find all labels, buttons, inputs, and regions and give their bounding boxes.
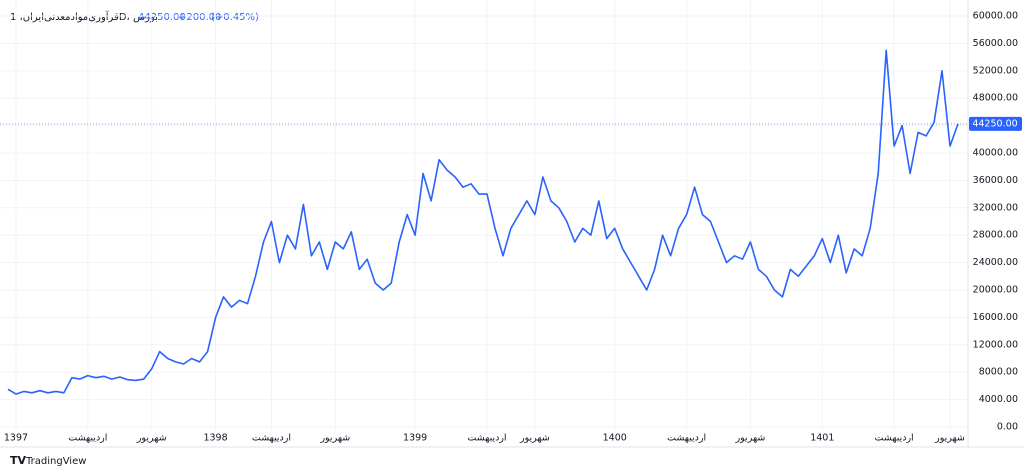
y-tick-label: 40000.00: [973, 148, 1018, 159]
x-tick-label: اردیبهشت: [252, 433, 291, 444]
x-tick-label: شهریور: [519, 433, 550, 444]
x-tick-label: اردیبهشت: [467, 433, 506, 444]
last-price-label: 44250.00: [972, 118, 1017, 129]
y-tick-label: 8000.00: [979, 367, 1018, 378]
price-line: [7, 49, 959, 395]
price: 44250.00: [138, 12, 186, 23]
x-tick-label: شهریور: [136, 433, 167, 444]
y-tick-label: 0.00: [997, 422, 1018, 433]
y-tick-label: 52000.00: [973, 65, 1018, 76]
y-tick-label: 36000.00: [973, 175, 1018, 186]
x-tick-label: شهریور: [735, 433, 766, 444]
x-tick-label: اردیبهشت: [875, 433, 914, 444]
y-tick-label: 28000.00: [973, 230, 1018, 241]
y-tick-label: 24000.00: [973, 257, 1018, 268]
y-tick-label: 32000.00: [973, 202, 1018, 213]
x-tick-label: 1399: [403, 433, 427, 444]
x-tick-label: شهریور: [319, 433, 350, 444]
y-tick-label: 16000.00: [973, 312, 1018, 323]
x-tick-label: اردیبهشت: [68, 433, 107, 444]
x-tick-label: 1401: [810, 433, 834, 444]
y-tick-label: 60000.00: [973, 11, 1018, 22]
last-price-box: [969, 116, 1022, 131]
x-tick-label: 1398: [203, 433, 227, 444]
x-tick-label: اردیبهشت: [667, 433, 706, 444]
brand-logo: TV: [10, 454, 27, 467]
x-tick-label: شهریور: [934, 433, 965, 444]
x-tick-label: 1397: [4, 433, 28, 444]
y-tick-label: 12000.00: [973, 339, 1018, 350]
y-tick-label: 48000.00: [973, 93, 1018, 104]
y-tick-label: 20000.00: [973, 285, 1018, 296]
brand: TradingView: [25, 456, 86, 467]
x-tick-label: 1400: [603, 433, 627, 444]
y-tick-label: 4000.00: [979, 394, 1018, 405]
change: +200.00: [178, 12, 221, 23]
change-pct: (+0.45%): [211, 12, 259, 23]
y-tick-label: 56000.00: [973, 38, 1018, 49]
